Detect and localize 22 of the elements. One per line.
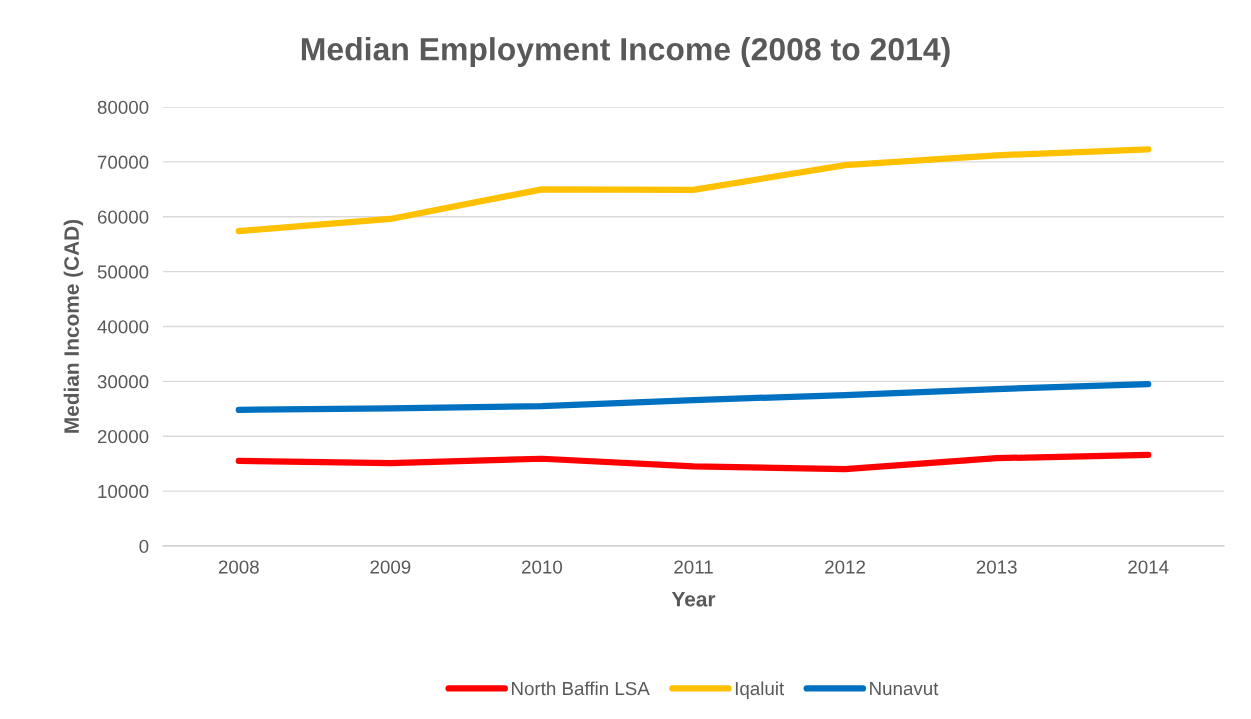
x-tick-label: 2009 <box>370 560 411 574</box>
x-tick-label: 2013 <box>976 560 1017 574</box>
y-axis-title: Median Income (CAD) <box>63 219 84 433</box>
x-tick-label: 2012 <box>825 560 865 574</box>
y-tick-label: 80000 <box>97 100 149 114</box>
y-tick-label: 70000 <box>97 155 149 169</box>
y-tick-label: 40000 <box>97 320 149 334</box>
y-tick-label: 0 <box>139 539 149 553</box>
y-tick-label: 30000 <box>97 375 149 389</box>
y-tick-label: 10000 <box>98 484 149 499</box>
x-axis-title: Year <box>671 592 716 607</box>
x-tick-label: 2010 <box>522 560 563 574</box>
legend-label: North Baffin LSA <box>512 681 650 696</box>
y-tick-label: 20000 <box>97 429 149 444</box>
y-tick-label: 60000 <box>97 210 149 224</box>
legend-label: Iqaluit <box>735 681 785 699</box>
x-tick-label: 2008 <box>218 560 259 574</box>
x-tick-label: 2011 <box>674 560 713 574</box>
legend-label: Nunavut <box>870 682 939 696</box>
x-tick-label: 2014 <box>1128 560 1169 574</box>
y-tick-label: 50000 <box>97 265 149 279</box>
chart-title: Median Employment Income (2008 to 2014) <box>301 37 950 67</box>
